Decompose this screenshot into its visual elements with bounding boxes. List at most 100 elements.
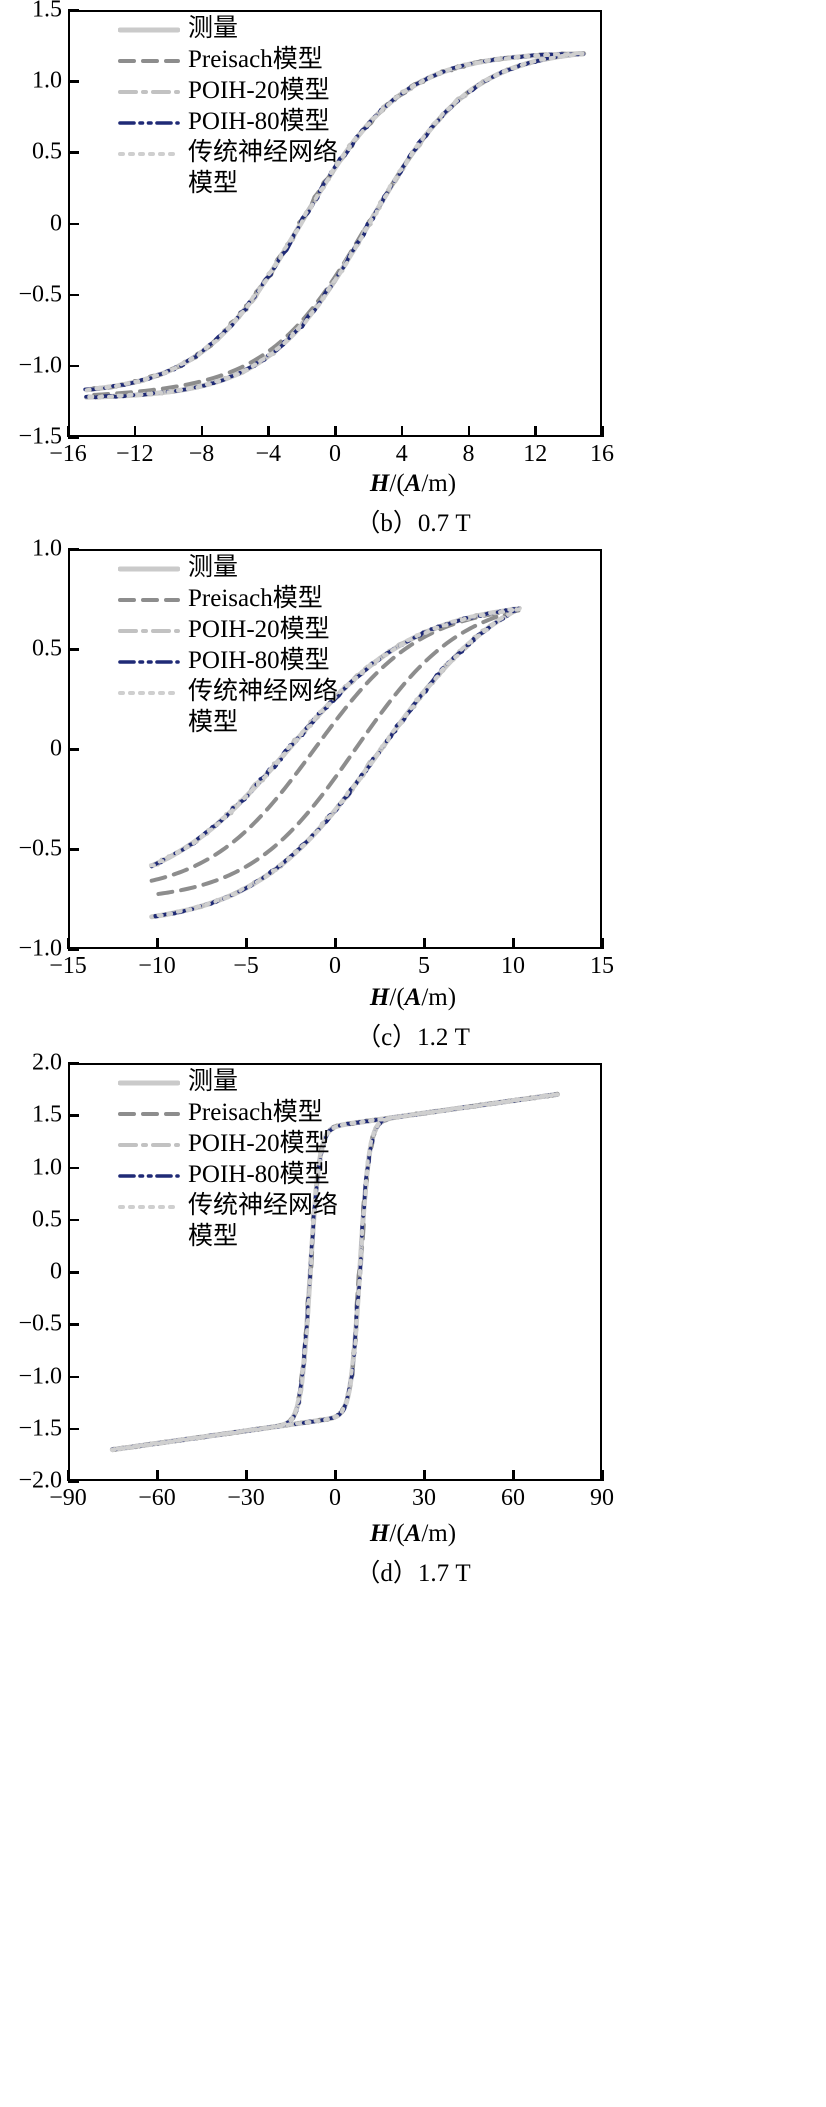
y-tick-mark [68, 1218, 79, 1222]
y-tick-mark [68, 1271, 79, 1274]
legend-line-icon [118, 1166, 180, 1186]
x-tick-label: 5 [418, 953, 430, 979]
x-tick-label: 60 [501, 1485, 525, 1511]
x-tick-label: 15 [590, 953, 614, 979]
legend-item-label-cont: 模型 [188, 709, 239, 737]
hysteresis-curves-b [83, 50, 587, 400]
legend-item-label: 传统神经网络 [188, 678, 339, 706]
x-tick-label: −90 [49, 1485, 87, 1511]
x-tick-label: −4 [255, 441, 282, 467]
x-tick-mark [334, 938, 337, 949]
y-tick-mark [68, 648, 79, 651]
x-tick-label: 0 [329, 953, 341, 979]
legend-item-label: Preisach模型 [188, 585, 323, 613]
y-tick-label: 1.0 [32, 535, 62, 562]
x-tick-label: −12 [115, 441, 154, 467]
y-tick-mark [68, 1166, 79, 1169]
x-tick-mark [334, 426, 337, 437]
plot-frame-d [68, 1063, 602, 1481]
legend-item-traditional-nn-model: 传统神经网络 [118, 1191, 338, 1222]
y-tick-label: 0 [50, 1258, 62, 1285]
x-tick-mark [245, 938, 248, 949]
legend-line-icon [118, 144, 180, 164]
legend-item-label-cont-row: 模型 [118, 708, 338, 739]
legend-line-icon [118, 559, 180, 579]
x-tick-label: −10 [138, 953, 176, 979]
panel-caption-b: （b）0.7 T [355, 510, 471, 537]
x-tick-mark [601, 1470, 604, 1481]
y-tick-mark [68, 1114, 79, 1117]
legend-item-measured: 测量 [118, 553, 338, 584]
y-tick-mark [68, 293, 79, 297]
legend-line-icon [118, 113, 180, 133]
x-tick-label: 0 [329, 441, 341, 467]
legend-item-label: 测量 [188, 15, 239, 43]
x-tick-label: 8 [462, 441, 475, 467]
legend-line-icon [118, 82, 180, 102]
legend-item-label: 测量 [188, 1068, 239, 1096]
legend-line-icon [118, 20, 180, 40]
legend-item-poih20-model: POIH-20模型 [118, 1129, 338, 1160]
x-tick-label: −16 [49, 441, 87, 467]
y-tick-mark [68, 848, 79, 851]
legend-b: 测量 Preisach模型 POIH-20模型 POIH-80模型 传统神经网络 模型 [118, 14, 338, 200]
x-tick-mark [512, 938, 515, 949]
y-tick-mark [68, 151, 79, 154]
y-tick-label: −0.5 [18, 835, 62, 862]
legend-item-label: Preisach模型 [188, 1099, 323, 1127]
legend-item-poih80-model: POIH-80模型 [118, 646, 338, 677]
y-tick-label: 1.0 [32, 1154, 62, 1180]
y-tick-mark [68, 1323, 79, 1326]
x-tick-label: 12 [523, 441, 548, 467]
x-tick-mark [67, 426, 70, 437]
legend-item-label: POIH-20模型 [188, 616, 330, 644]
y-tick-label: −1.0 [18, 935, 62, 962]
legend-item-label: POIH-80模型 [188, 647, 330, 675]
x-axis-label-c: H/(A/m) [369, 984, 457, 1011]
legend-line-icon [118, 1135, 180, 1155]
legend-item-label: POIH-80模型 [188, 108, 330, 136]
y-tick-mark [68, 948, 79, 951]
legend-item-preisach-model: Preisach模型 [118, 1098, 338, 1129]
y-tick-mark [68, 222, 79, 225]
x-axis-label-d: H/(A/m) [369, 1520, 457, 1547]
legend-line-icon [118, 1073, 180, 1093]
legend-line-icon [118, 51, 180, 71]
legend-item-measured: 测量 [118, 14, 338, 45]
y-tick-mark [68, 1375, 79, 1378]
y-tick-label: 1.0 [32, 67, 62, 94]
y-tick-label: 1.5 [32, 1101, 62, 1128]
y-tick-label: 2.0 [32, 1049, 62, 1076]
panel-caption-d: （d）1.7 T [355, 1560, 471, 1587]
legend-item-label: POIH-20模型 [188, 1130, 330, 1158]
x-axis-label-b: H/(A/m) [369, 470, 457, 497]
x-tick-label: −15 [49, 953, 87, 979]
legend-line-icon [118, 1104, 180, 1124]
hysteresis-curves-c [148, 606, 522, 920]
y-tick-label: 0.5 [32, 1206, 62, 1233]
legend-item-label: 测量 [188, 554, 239, 582]
legend-item-label: 传统神经网络 [188, 1192, 339, 1220]
legend-line-icon [118, 1197, 180, 1217]
legend-c: 测量 Preisach模型 POIH-20模型 POIH-80模型 传统神经网络 模型 [118, 553, 338, 739]
x-tick-mark [334, 1470, 337, 1481]
hysteresis-curves-d [109, 1091, 561, 1453]
y-tick-mark [68, 1480, 79, 1483]
legend-item-measured: 测量 [118, 1067, 338, 1098]
x-tick-mark [133, 426, 137, 437]
legend-item-traditional-nn-model: 传统神经网络 [118, 677, 338, 708]
y-tick-label: 0 [50, 210, 62, 236]
legend-item-poih80-model: POIH-80模型 [118, 1160, 338, 1191]
x-tick-label: 0 [329, 1485, 341, 1511]
plot-frame-c [68, 549, 602, 949]
y-tick-label: 1.5 [32, 0, 62, 23]
x-tick-mark [67, 1470, 70, 1481]
y-tick-label: −2.0 [18, 1467, 62, 1494]
y-tick-mark [68, 748, 79, 751]
x-tick-mark [423, 938, 426, 949]
x-tick-label: 90 [590, 1485, 614, 1511]
legend-item-label-cont: 模型 [188, 1223, 239, 1251]
y-tick-mark [68, 1427, 79, 1431]
y-tick-label: −1.0 [18, 1363, 62, 1389]
